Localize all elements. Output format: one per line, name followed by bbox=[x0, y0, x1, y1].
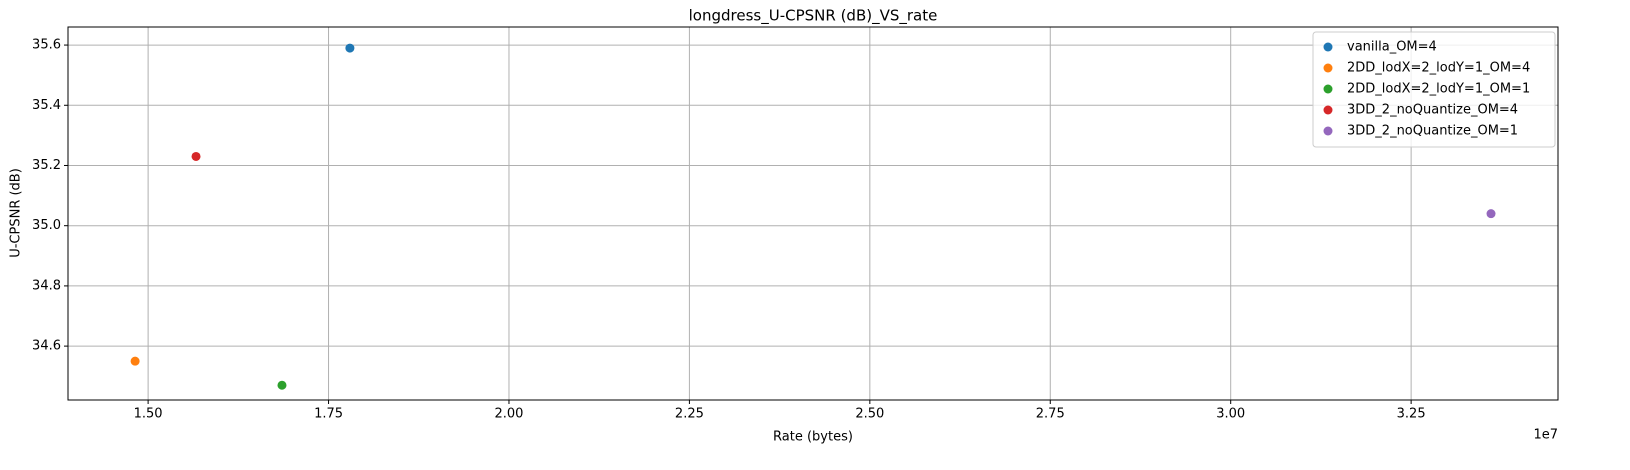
y-tick-label: 35.4 bbox=[32, 98, 61, 113]
x-tick-label: 2.50 bbox=[855, 407, 884, 422]
x-tick-label: 1.50 bbox=[134, 407, 163, 422]
plot-frame bbox=[67, 26, 1559, 401]
y-tick-label: 35.0 bbox=[32, 218, 61, 233]
point bbox=[345, 43, 355, 53]
legend-label: 2DD_lodX=2_lodY=1_OM=4 bbox=[1347, 61, 1530, 76]
x-tick-label: 3.00 bbox=[1216, 407, 1245, 422]
x-tick-label: 2.25 bbox=[675, 407, 704, 422]
point bbox=[130, 356, 140, 366]
legend-label: 2DD_lodX=2_lodY=1_OM=1 bbox=[1347, 82, 1530, 97]
legend-marker bbox=[1323, 105, 1333, 115]
y-tick-label: 35.2 bbox=[32, 158, 61, 173]
y-axis-label: U-CPSNR (dB) bbox=[9, 168, 24, 258]
y-tick-label: 35.6 bbox=[32, 38, 61, 53]
x-tick-label: 3.25 bbox=[1397, 407, 1426, 422]
legend-label: 3DD_2_noQuantize_OM=4 bbox=[1347, 103, 1518, 118]
legend-label: 3DD_2_noQuantize_OM=1 bbox=[1347, 124, 1518, 139]
y-tick-label: 34.8 bbox=[32, 278, 61, 293]
point bbox=[191, 151, 201, 161]
x-axis-label: Rate (bytes) bbox=[773, 430, 853, 445]
point bbox=[1486, 209, 1496, 219]
x-tick-label: 2.00 bbox=[494, 407, 523, 422]
x-offset-label: 1e7 bbox=[1533, 428, 1558, 443]
legend-marker bbox=[1323, 126, 1333, 136]
chart-title: longdress_U-CPSNR (dB)_VS_rate bbox=[689, 7, 938, 26]
legend-box bbox=[1312, 31, 1556, 148]
legend-label: vanilla_OM=4 bbox=[1347, 40, 1437, 55]
legend-marker bbox=[1323, 63, 1333, 73]
y-tick-label: 34.6 bbox=[32, 339, 61, 354]
x-tick-label: 2.75 bbox=[1036, 407, 1065, 422]
legend-marker bbox=[1323, 42, 1333, 52]
legend-marker bbox=[1323, 84, 1333, 94]
point bbox=[277, 380, 287, 390]
x-tick-label: 1.75 bbox=[314, 407, 343, 422]
